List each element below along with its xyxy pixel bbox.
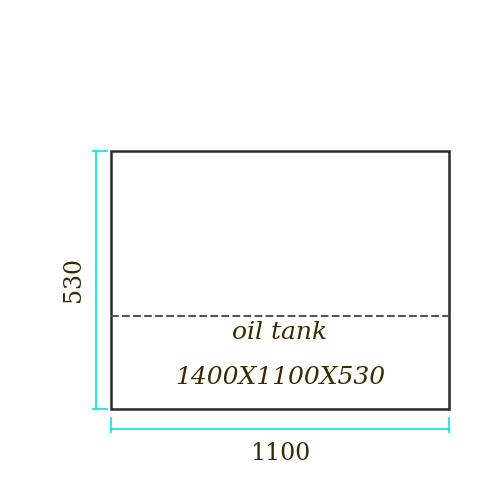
Text: 530: 530 [62,258,85,302]
Bar [111,150,449,409]
Text: 1100: 1100 [250,442,310,466]
Text: oil tank: oil tank [232,321,328,344]
Text: 1400X1100X530: 1400X1100X530 [175,366,385,389]
